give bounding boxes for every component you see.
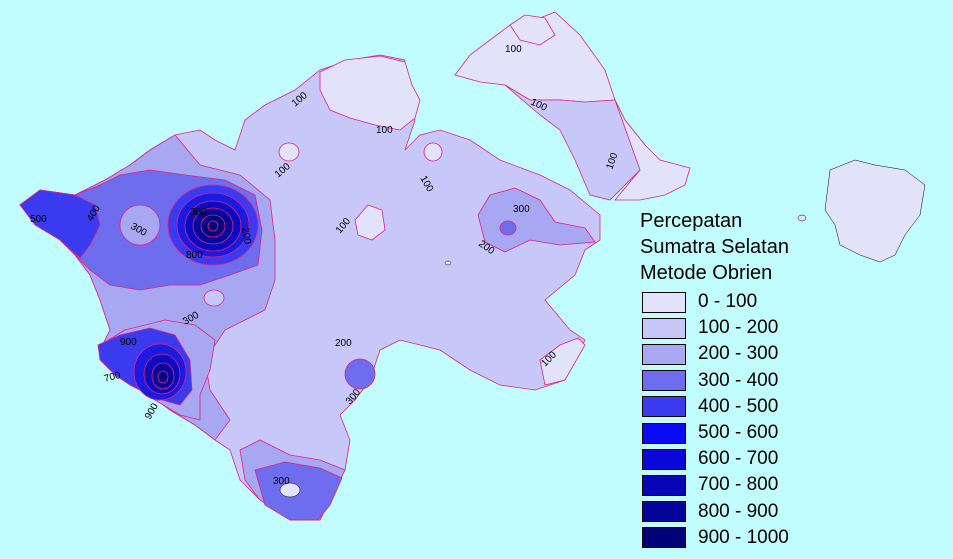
legend-label: 0 - 100 bbox=[698, 291, 758, 313]
legend-item: 500 - 600 bbox=[640, 420, 940, 446]
legend-swatch bbox=[642, 501, 686, 523]
islet-1 bbox=[797, 214, 807, 222]
legend-label: 700 - 800 bbox=[698, 474, 779, 496]
contour-label: 200 bbox=[335, 338, 352, 349]
islet-2 bbox=[444, 260, 452, 266]
legend-item: 300 - 400 bbox=[640, 368, 940, 394]
legend-label: 600 - 700 bbox=[698, 448, 779, 470]
legend-items: 0 - 100 100 - 200 200 - 300 300 - 400 400 - … bbox=[640, 289, 940, 551]
legend-label: 900 - 1000 bbox=[698, 526, 789, 548]
contour-label: 900 bbox=[143, 401, 161, 421]
pocket-mid-1 bbox=[203, 289, 225, 307]
island-belitung bbox=[824, 159, 926, 263]
pocket-low-2 bbox=[423, 142, 443, 162]
central-spot-300-400 bbox=[344, 358, 376, 390]
pocket-low-3 bbox=[354, 204, 386, 241]
bullseye-north bbox=[167, 184, 259, 266]
legend-swatch bbox=[642, 422, 686, 444]
legend-label: 800 - 900 bbox=[698, 500, 779, 522]
legend-title-line: Percepatan bbox=[640, 210, 743, 232]
legend-title-line: Metode Obrien bbox=[640, 262, 773, 284]
legend-item: 800 - 900 bbox=[640, 499, 940, 525]
legend-swatch bbox=[642, 448, 686, 470]
legend-swatch bbox=[642, 317, 686, 339]
island-north-cape bbox=[509, 14, 556, 46]
legend-swatch bbox=[642, 370, 686, 392]
legend-label: 100 - 200 bbox=[698, 317, 779, 339]
west-tip-400-500 bbox=[19, 189, 101, 259]
contour-label: 100 bbox=[505, 44, 522, 55]
legend-item: 600 - 700 bbox=[640, 446, 940, 472]
south-hole bbox=[279, 482, 301, 498]
contour-label: 500 bbox=[30, 214, 47, 225]
legend-title-line: Sumatra Selatan bbox=[640, 236, 789, 258]
legend-item: 700 - 800 bbox=[640, 472, 940, 498]
legend-swatch bbox=[642, 527, 686, 549]
island-bangka-tip bbox=[614, 99, 691, 201]
contour-label: 100 bbox=[376, 125, 393, 136]
legend-swatch bbox=[642, 396, 686, 418]
east-blob-200-300 bbox=[477, 187, 596, 253]
contour-label: 900 bbox=[120, 337, 137, 348]
contour-label: 700 bbox=[103, 370, 122, 385]
legend-item: 100 - 200 bbox=[640, 315, 940, 341]
pocket-low-1 bbox=[278, 142, 300, 162]
pocket-low-4 bbox=[539, 337, 586, 386]
legend-title: Percepatan Sumatra Selatan Metode Obrien bbox=[640, 208, 940, 286]
legend-item: 400 - 500 bbox=[640, 394, 940, 420]
legend-swatch bbox=[642, 291, 686, 313]
contour-label: 800 bbox=[186, 250, 203, 261]
contour-label: 300 bbox=[190, 207, 207, 218]
legend: Percepatan Sumatra Selatan Metode Obrien… bbox=[640, 208, 940, 551]
legend-item: 200 - 300 bbox=[640, 341, 940, 367]
west-ring-300 bbox=[119, 204, 161, 246]
legend-swatch bbox=[642, 343, 686, 365]
legend-item: 900 - 1000 bbox=[640, 525, 940, 551]
east-spot-300-400 bbox=[499, 220, 517, 236]
north-lobe-low bbox=[319, 55, 421, 131]
legend-label: 200 - 300 bbox=[698, 343, 779, 365]
contour-label: 300 bbox=[273, 476, 290, 487]
legend-label: 300 - 400 bbox=[698, 369, 779, 391]
legend-swatch bbox=[642, 474, 686, 496]
contour-label: 300 bbox=[513, 204, 530, 215]
legend-item: 0 - 100 bbox=[640, 289, 940, 315]
legend-label: 500 - 600 bbox=[698, 422, 779, 444]
contour-label: 200 bbox=[239, 227, 253, 246]
bullseye-south bbox=[97, 327, 193, 406]
legend-label: 400 - 500 bbox=[698, 395, 779, 417]
